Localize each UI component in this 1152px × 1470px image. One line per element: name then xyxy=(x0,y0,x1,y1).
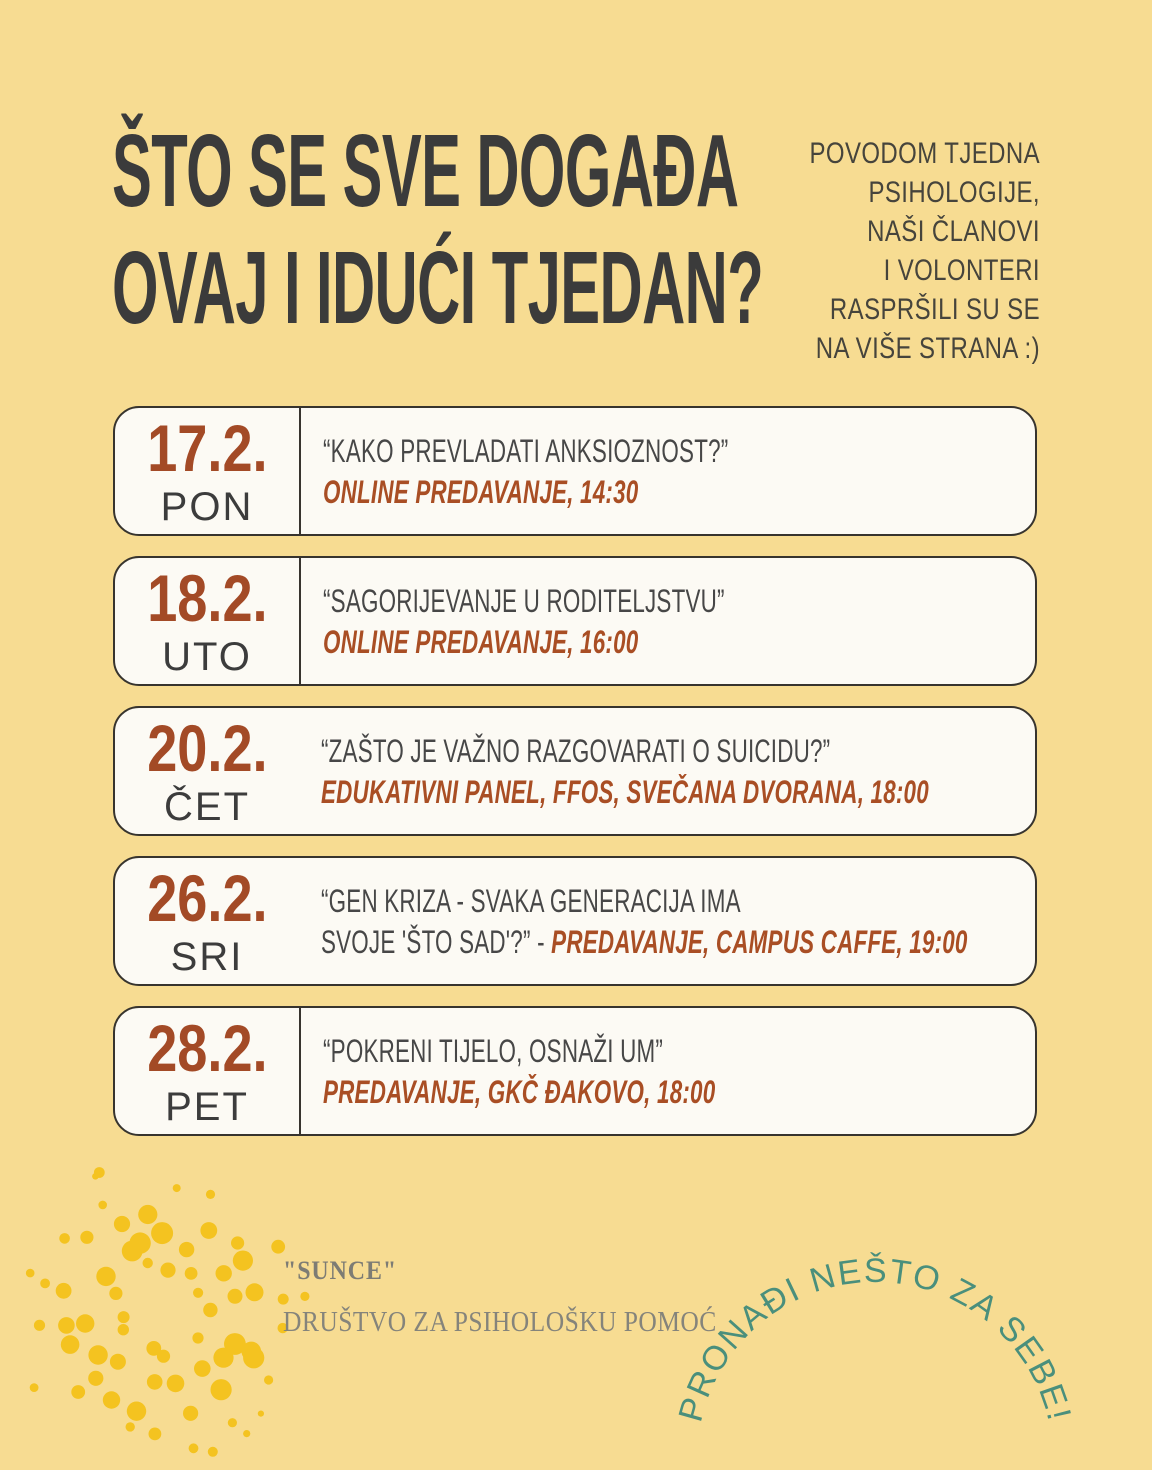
sun-dots-icon xyxy=(25,1167,310,1457)
event-details: “SAGORIJEVANJE U RODITELJSTVU” ONLINE PR… xyxy=(301,558,1035,684)
event-meta: PREDAVANJE, GKČ ĐAKOVO, 18:00 xyxy=(323,1073,716,1110)
event-date-column: 18.2. UTO xyxy=(115,558,299,684)
event-card: 17.2. PON “KAKO PREVLADATI ANKSIOZNOST?”… xyxy=(113,406,1037,536)
event-details: “KAKO PREVLADATI ANKSIOZNOST?” ONLINE PR… xyxy=(301,408,1035,534)
events-list: 17.2. PON “KAKO PREVLADATI ANKSIOZNOST?”… xyxy=(113,406,1037,1136)
event-title: “GEN KRIZA - SVAKA GENERACIJA IMA xyxy=(321,882,741,919)
event-day: ČET xyxy=(164,785,250,829)
event-title: “POKRENI TIJELO, OSNAŽI UM” xyxy=(323,1032,664,1069)
arc-slogan: PRONAĐI NEŠTO ZA SEBE! xyxy=(671,1252,1078,1426)
event-meta: ONLINE PREDAVANJE, 16:00 xyxy=(323,623,639,660)
event-day: SRI xyxy=(170,935,244,979)
event-details: “POKRENI TIJELO, OSNAŽI UM” PREDAVANJE, … xyxy=(301,1008,1035,1134)
event-title: “KAKO PREVLADATI ANKSIOZNOST?” xyxy=(323,432,729,469)
event-title: “ZAŠTO JE VAŽNO RAZGOVARATI O SUICIDU?” xyxy=(321,732,831,769)
page-title: ŠTO SE SVE DOGAĐA OVAJ I IDUĆI TJEDAN? xyxy=(112,112,1152,346)
org-name: "SUNCE" xyxy=(283,1256,398,1285)
event-meta: EDUKATIVNI PANEL, FFOS, SVEČANA DVORANA,… xyxy=(321,773,929,810)
event-date-column: 20.2. ČET xyxy=(115,708,299,834)
svg-text:PRONAĐI NEŠTO ZA SEBE!: PRONAĐI NEŠTO ZA SEBE! xyxy=(671,1252,1078,1426)
event-date: 17.2. xyxy=(146,411,268,485)
event-date: 18.2. xyxy=(146,561,268,635)
event-date-column: 17.2. PON xyxy=(115,408,299,534)
event-date: 28.2. xyxy=(146,1011,268,1085)
event-day: PON xyxy=(160,485,254,529)
org-tagline: DRUŠTVO ZA PSIHOLOŠKU POMOĆ xyxy=(283,1306,717,1338)
page-title-line1: ŠTO SE SVE DOGAĐA xyxy=(112,113,739,228)
page-title-line2: OVAJ I IDUĆI TJEDAN? xyxy=(112,230,764,345)
event-date-column: 26.2. SRI xyxy=(115,858,299,984)
event-meta: ONLINE PREDAVANJE, 14:30 xyxy=(323,473,639,510)
event-card: 28.2. PET “POKRENI TIJELO, OSNAŽI UM” PR… xyxy=(113,1006,1037,1136)
card-divider xyxy=(299,1008,301,1134)
event-details: “ZAŠTO JE VAŽNO RAZGOVARATI O SUICIDU?” … xyxy=(299,708,1035,834)
card-divider xyxy=(299,408,301,534)
event-date: 20.2. xyxy=(146,711,268,785)
card-divider xyxy=(299,558,301,684)
event-date: 26.2. xyxy=(146,861,268,935)
intro-text: POVODOM TJEDNA PSIHOLOGIJE, NAŠI ČLANOVI… xyxy=(809,137,1040,365)
arc-slogan-text: PRONAĐI NEŠTO ZA SEBE! xyxy=(671,1252,1076,1426)
event-card: 20.2. ČET “ZAŠTO JE VAŽNO RAZGOVARATI O … xyxy=(113,706,1037,836)
event-day: UTO xyxy=(162,635,252,679)
event-title: “SAGORIJEVANJE U RODITELJSTVU” xyxy=(323,582,725,619)
event-title-continued: SVOJE 'ŠTO SAD'?” - xyxy=(321,923,552,960)
event-details: “GEN KRIZA - SVAKA GENERACIJA IMA SVOJE … xyxy=(299,858,1035,984)
event-card: 18.2. UTO “SAGORIJEVANJE U RODITELJSTVU”… xyxy=(113,556,1037,686)
event-date-column: 28.2. PET xyxy=(115,1008,299,1134)
event-day: PET xyxy=(165,1085,249,1129)
organization-block: "SUNCE" DRUŠTVO ZA PSIHOLOŠKU POMOĆ xyxy=(283,1256,776,1339)
event-meta: PREDAVANJE, CAMPUS CAFFE, 19:00 xyxy=(551,923,968,960)
event-card: 26.2. SRI “GEN KRIZA - SVAKA GENERACIJA … xyxy=(113,856,1037,986)
